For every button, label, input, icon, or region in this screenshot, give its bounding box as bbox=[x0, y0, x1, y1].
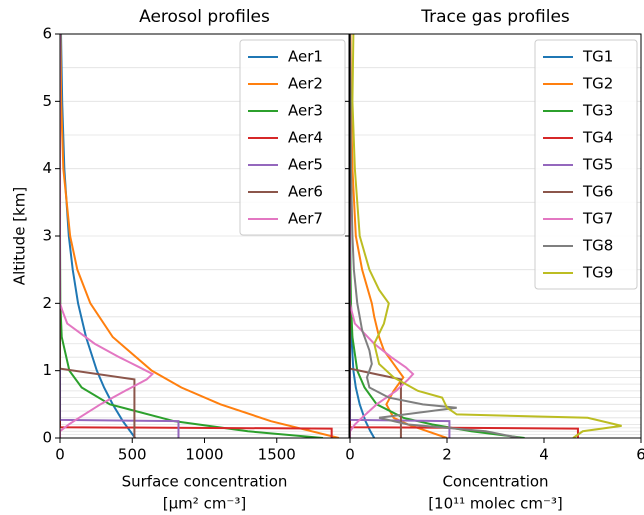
profile-line bbox=[60, 34, 333, 438]
x-tick-label: 1500 bbox=[258, 446, 296, 464]
y-tick-label: 6 bbox=[42, 25, 52, 43]
x-tick-label: 1000 bbox=[185, 446, 223, 464]
x-axis-unit: [10¹¹ molec cm⁻³] bbox=[428, 495, 563, 513]
x-tick-label: 6 bbox=[636, 446, 644, 464]
legend-label: Aer4 bbox=[288, 129, 323, 147]
x-axis-unit: [μm² cm⁻³] bbox=[163, 495, 246, 513]
legend-label: TG8 bbox=[582, 237, 613, 255]
y-tick-label: 0 bbox=[42, 429, 52, 447]
legend-label: Aer5 bbox=[288, 156, 323, 174]
legend-label: TG7 bbox=[582, 210, 613, 228]
legend-label: TG9 bbox=[582, 264, 613, 282]
legend-label: Aer2 bbox=[288, 75, 323, 93]
legend-label: Aer3 bbox=[288, 102, 323, 120]
axes: 0 2 4 6 Trace gas profiles Concentration [10¹¹… bbox=[345, 7, 644, 513]
y-tick-label: 5 bbox=[42, 92, 52, 110]
legend: Aer1 Aer2 Aer3 Aer4 Aer5 Aer6 Aer7 bbox=[239, 39, 346, 236]
x-axis-label: Surface concentration bbox=[122, 473, 288, 491]
chart-title: Aerosol profiles bbox=[139, 7, 270, 27]
lines bbox=[60, 34, 340, 438]
profile-line bbox=[60, 34, 155, 438]
x-tick-label: 0 bbox=[345, 446, 355, 464]
y-axis-label: Altitude [km] bbox=[11, 187, 29, 285]
profile-line bbox=[60, 34, 136, 438]
y-tick-label: 4 bbox=[42, 159, 52, 177]
legend-label: TG5 bbox=[582, 156, 613, 174]
legend-label: Aer1 bbox=[288, 48, 323, 66]
x-tick-label: 500 bbox=[118, 446, 147, 464]
legend-label: TG4 bbox=[582, 129, 613, 147]
profile-line bbox=[350, 34, 451, 438]
legend-box bbox=[534, 39, 638, 290]
profile-line bbox=[350, 34, 415, 438]
axes: 0 500 1000 1500 0 1 2 3 4 5 6 Aerosol profiles Surfa… bbox=[11, 7, 350, 513]
profile-line bbox=[60, 34, 180, 438]
x-tick-label: 2 bbox=[442, 446, 452, 464]
legend: TG1 TG2 TG3 TG4 TG5 TG6 TG7 TG8 TG9 bbox=[534, 39, 638, 290]
legend-label: Aer6 bbox=[288, 183, 323, 201]
legend-label: TG1 bbox=[582, 48, 613, 66]
profile-line bbox=[350, 34, 579, 438]
profile-line bbox=[60, 34, 340, 438]
y-tick-label: 1 bbox=[42, 361, 52, 379]
profile-line bbox=[351, 34, 622, 438]
legend-label: TG2 bbox=[582, 75, 613, 93]
x-tick-label: 4 bbox=[539, 446, 549, 464]
legend-label: Aer7 bbox=[288, 210, 323, 228]
legend-box bbox=[239, 39, 346, 236]
profile-line bbox=[60, 34, 136, 438]
profile-line bbox=[350, 34, 520, 438]
legend-label: TG3 bbox=[582, 102, 613, 120]
chart-title: Trace gas profiles bbox=[420, 7, 570, 27]
x-tick-label: 0 bbox=[55, 446, 65, 464]
profile-line bbox=[350, 34, 402, 438]
legend-label: TG6 bbox=[582, 183, 613, 201]
x-axis-label: Concentration bbox=[442, 473, 548, 491]
y-tick-label: 2 bbox=[42, 294, 52, 312]
y-tick-label: 3 bbox=[42, 227, 52, 245]
